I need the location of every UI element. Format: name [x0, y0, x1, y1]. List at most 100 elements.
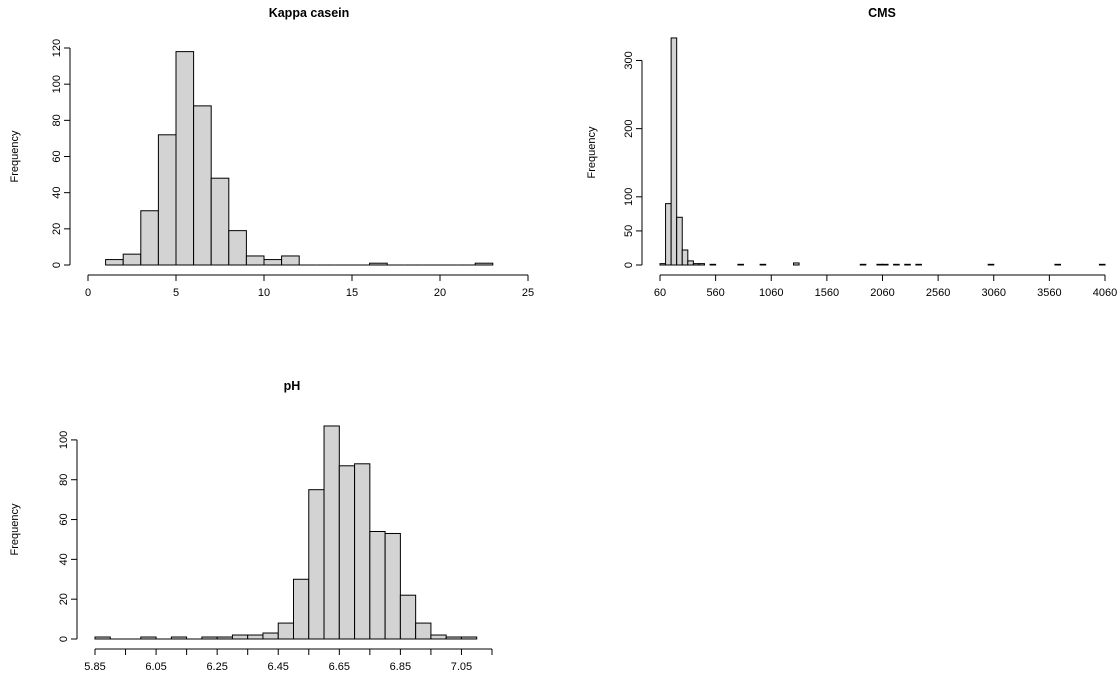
y-tick-label: 80 [58, 474, 70, 486]
histogram-bar [882, 263, 889, 266]
histogram-bar [369, 530, 386, 640]
x-tick-label: 1560 [815, 287, 839, 299]
histogram-bar [737, 263, 744, 266]
x-tick-label: 4060 [1093, 287, 1117, 299]
chart-title: pH [284, 379, 301, 393]
histogram-bar [687, 260, 694, 266]
histogram-bar [859, 263, 867, 266]
y-tick-label: 200 [623, 119, 635, 137]
histogram-kappa-casein: Kappa casein Frequency 0 5 10 15 20 25 0 20 40 60 80… [9, 6, 534, 299]
x-tick-label: 6.05 [145, 661, 166, 673]
histogram-bar [157, 134, 177, 266]
x-tick-label: 20 [434, 287, 446, 299]
histogram-bar [474, 262, 494, 266]
x-tick-label: 7.05 [451, 661, 472, 673]
histogram-bar [987, 263, 995, 266]
y-axis-label: Frequency [9, 503, 21, 555]
histogram-bar [692, 263, 700, 266]
y-tick-label: 100 [58, 431, 70, 449]
histogram-bar [262, 632, 279, 640]
histogram-bar [175, 51, 195, 266]
histogram-bar [140, 210, 159, 266]
histogram-bar [170, 636, 188, 640]
histogram-bar [893, 263, 900, 266]
y-tick-label: 300 [623, 51, 635, 69]
y-tick-label: 120 [51, 39, 63, 57]
x-tick-label: 3060 [982, 287, 1006, 299]
histogram-bar [338, 465, 356, 640]
chart-title: CMS [868, 6, 896, 20]
histogram-bar [1054, 263, 1061, 266]
histogram-bar [698, 263, 705, 266]
x-tick-label: 10 [258, 287, 270, 299]
histogram-bar [354, 463, 371, 640]
histogram-bar [915, 263, 922, 266]
histogram-bar [231, 634, 249, 640]
histogram-bar [122, 253, 142, 266]
x-tick-label: 0 [85, 287, 91, 299]
x-tick-label: 60 [654, 287, 666, 299]
x-tick-label: 2060 [870, 287, 894, 299]
histogram-bar [210, 177, 230, 266]
y-tick-label: 50 [623, 225, 635, 237]
histogram-bar [201, 636, 218, 640]
histogram-bar [904, 263, 911, 266]
y-tick-label: 100 [623, 188, 635, 206]
histogram-bar [384, 532, 401, 640]
y-tick-label: 20 [58, 593, 70, 605]
histogram-bar [415, 622, 432, 640]
histogram-bar [793, 262, 800, 266]
y-tick-label: 60 [58, 513, 70, 525]
x-tick-label: 560 [706, 287, 724, 299]
histogram-bar [876, 263, 883, 266]
x-tick-label: 1060 [759, 287, 783, 299]
histogram-bar [659, 263, 667, 266]
histogram-bar [216, 636, 233, 640]
histogram-bar [228, 230, 247, 266]
x-tick-label: 2560 [926, 287, 950, 299]
histogram-bar [759, 263, 767, 266]
x-tick-label: 5 [173, 287, 179, 299]
x-tick-label: 3560 [1037, 287, 1061, 299]
histogram-bar [277, 622, 295, 640]
x-tick-label: 5.85 [84, 661, 105, 673]
histogram-bar [460, 636, 478, 640]
histogram-bar [445, 636, 462, 640]
histogram-cms: CMS Frequency 60 560 1060 1560 2060 2560 3060 356… [586, 6, 1117, 299]
x-tick-label: 6.45 [268, 661, 289, 673]
chart-title: Kappa casein [269, 6, 350, 20]
histogram-bar [245, 255, 265, 266]
x-tick-label: 15 [346, 287, 358, 299]
histogram-bar [263, 259, 283, 266]
histogram-bar [193, 105, 212, 266]
y-tick-label: 60 [51, 150, 63, 162]
histogram-bar [369, 262, 388, 266]
y-tick-label: 100 [51, 75, 63, 93]
histogram-bar [399, 594, 417, 640]
x-tick-label: 6.85 [390, 661, 411, 673]
y-tick-label: 0 [58, 636, 70, 642]
histogram-bar [665, 203, 672, 266]
histogram-bar [140, 636, 157, 640]
y-tick-label: 40 [58, 553, 70, 565]
histogram-bar [308, 489, 325, 640]
histogram-bar [1098, 263, 1106, 266]
histogram-bar [105, 259, 124, 266]
y-tick-label: 20 [51, 223, 63, 235]
x-tick-label: 6.65 [329, 661, 350, 673]
histogram-bar [676, 216, 683, 266]
histogram-bar [709, 263, 717, 266]
histogram-bar [430, 634, 447, 640]
histogram-bar [94, 636, 111, 640]
x-tick-label: 6.25 [206, 661, 227, 673]
y-tick-label: 0 [51, 262, 63, 268]
histogram-bar [323, 425, 340, 640]
y-tick-label: 40 [51, 187, 63, 199]
y-tick-label: 0 [623, 262, 635, 268]
histogram-bar [293, 578, 310, 640]
y-axis-label: Frequency [586, 126, 598, 178]
y-axis-label: Frequency [9, 130, 21, 182]
y-tick-label: 80 [51, 114, 63, 126]
histogram-bar [670, 37, 678, 266]
